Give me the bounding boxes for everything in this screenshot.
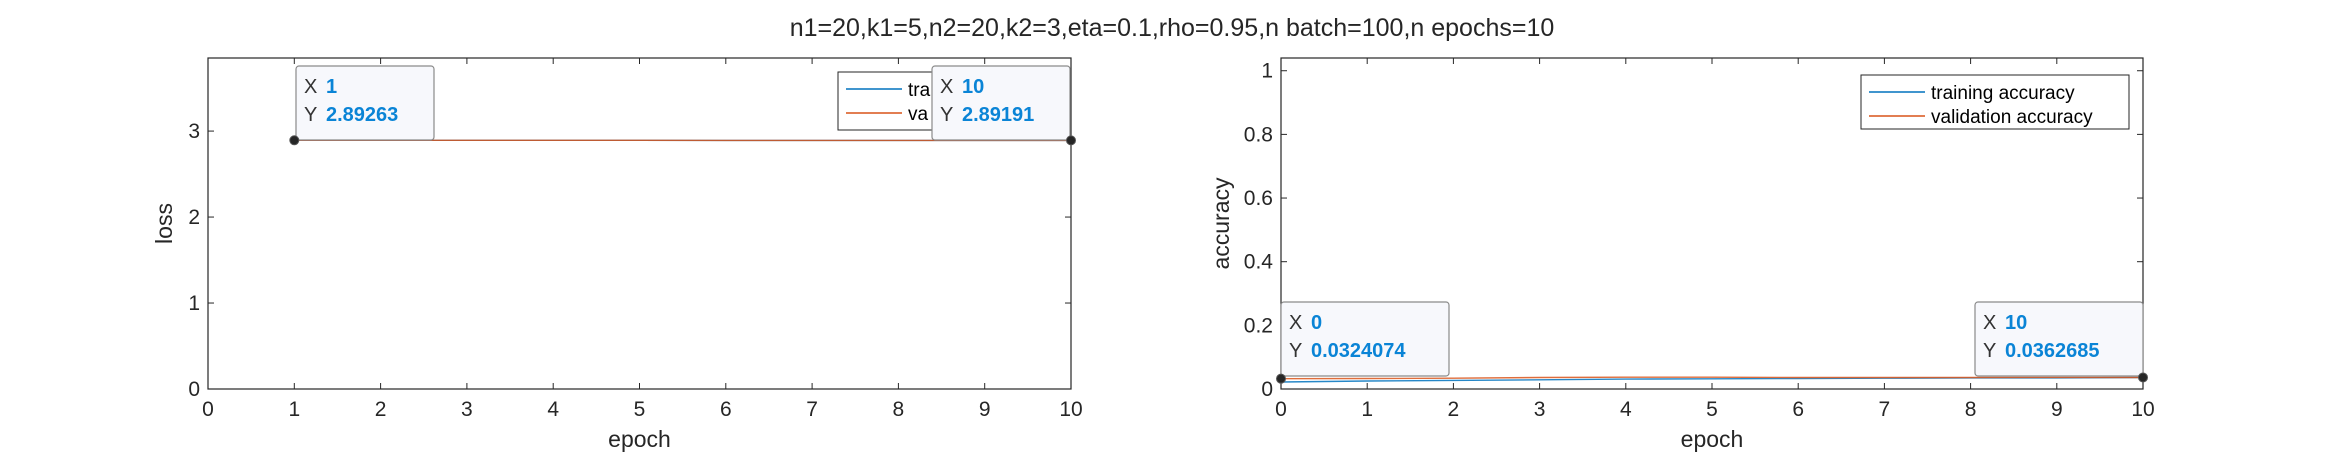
datatip-box xyxy=(1280,301,1450,377)
x-tick-label: 3 xyxy=(461,398,473,421)
legend-entry-label: va xyxy=(908,104,929,125)
x-tick-label: 6 xyxy=(720,398,732,421)
x-tick-label: 10 xyxy=(2131,398,2154,421)
y-tick-label: 0 xyxy=(188,378,200,401)
legend-entry-label: tra xyxy=(908,80,931,101)
x-tick-label: 9 xyxy=(979,398,991,421)
x-tick-label: 9 xyxy=(2051,398,2063,421)
x-tick-label: 8 xyxy=(1965,398,1977,421)
legend-box xyxy=(1860,74,2130,130)
datatip-y-label: Y xyxy=(304,104,317,126)
y-axis-label: accuracy xyxy=(1208,177,1234,270)
x-tick-label: 2 xyxy=(1448,398,1460,421)
legend-entry-label: training accuracy xyxy=(1931,83,2075,104)
datatip-x-value: 10 xyxy=(962,76,984,98)
y-tick-label: 3 xyxy=(188,120,200,143)
y-tick-label: 1 xyxy=(1261,60,1273,83)
datatip-y-value: 2.89191 xyxy=(962,104,1034,126)
x-tick-label: 4 xyxy=(547,398,559,421)
x-tick-label: 7 xyxy=(1879,398,1891,421)
datatip-y-label: Y xyxy=(1983,340,1996,362)
datatip-marker[interactable] xyxy=(2138,372,2148,383)
x-tick-label: 3 xyxy=(1534,398,1546,421)
datatip-marker[interactable] xyxy=(289,135,300,146)
datatip-x-label: X xyxy=(940,76,953,98)
datatip-box xyxy=(295,65,435,141)
datatip-x-value: 10 xyxy=(2005,312,2027,334)
x-axis-label: epoch xyxy=(1681,426,1744,452)
datatip-x-label: X xyxy=(304,76,317,98)
datatip-marker[interactable] xyxy=(1066,135,1076,146)
x-tick-label: 10 xyxy=(1059,398,1082,421)
x-tick-label: 8 xyxy=(893,398,905,421)
y-tick-label: 0.8 xyxy=(1244,123,1273,146)
y-tick-label: 0.4 xyxy=(1244,251,1274,274)
datatip-x-label: X xyxy=(1289,312,1302,334)
datatip-y-label: Y xyxy=(1289,340,1302,362)
x-tick-label: 4 xyxy=(1620,398,1632,421)
x-tick-label: 0 xyxy=(1275,398,1287,421)
series-line-validation xyxy=(1280,376,2144,380)
x-tick-label: 5 xyxy=(634,398,646,421)
x-tick-label: 7 xyxy=(806,398,818,421)
figure-title: n1=20,k1=5,n2=20,k2=3,eta=0.1,rho=0.95,n… xyxy=(789,14,1555,42)
x-tick-label: 5 xyxy=(1706,398,1718,421)
accuracy-plot[interactable]: 0 1 2 3 4 5 6 7 8 9 10 0 0.2 0.4 0.6 0.8 1 epoch accuracy t… xyxy=(1208,57,2155,452)
y-axis-label: loss xyxy=(151,203,177,244)
y-tick-label: 0.6 xyxy=(1244,187,1273,210)
datatip-y-label: Y xyxy=(940,104,953,126)
x-axis-label: epoch xyxy=(608,426,671,452)
datatip-x-label: X xyxy=(1983,312,1996,334)
legend-entry-label: validation accuracy xyxy=(1931,107,2093,128)
datatip-marker[interactable] xyxy=(1276,373,1286,384)
datatip-y-value: 2.89263 xyxy=(326,104,398,126)
datatip-box xyxy=(1974,301,2144,377)
x-tick-label: 2 xyxy=(375,398,387,421)
datatip-y-value: 0.0324074 xyxy=(1311,340,1406,362)
y-tick-label: 2 xyxy=(188,206,200,229)
datatip-box xyxy=(931,65,1071,141)
y-tick-label: 0 xyxy=(1261,378,1273,401)
x-tick-label: 1 xyxy=(1361,398,1373,421)
y-tick-label: 0.2 xyxy=(1244,314,1273,337)
datatip-x-value: 1 xyxy=(326,76,337,98)
x-tick-label: 0 xyxy=(202,398,214,421)
datatip-y-value: 0.0362685 xyxy=(2005,340,2100,362)
datatip-x-value: 0 xyxy=(1311,312,1322,334)
x-tick-label: 1 xyxy=(288,398,300,421)
x-tick-label: 6 xyxy=(1792,398,1804,421)
y-tick-label: 1 xyxy=(188,292,200,315)
